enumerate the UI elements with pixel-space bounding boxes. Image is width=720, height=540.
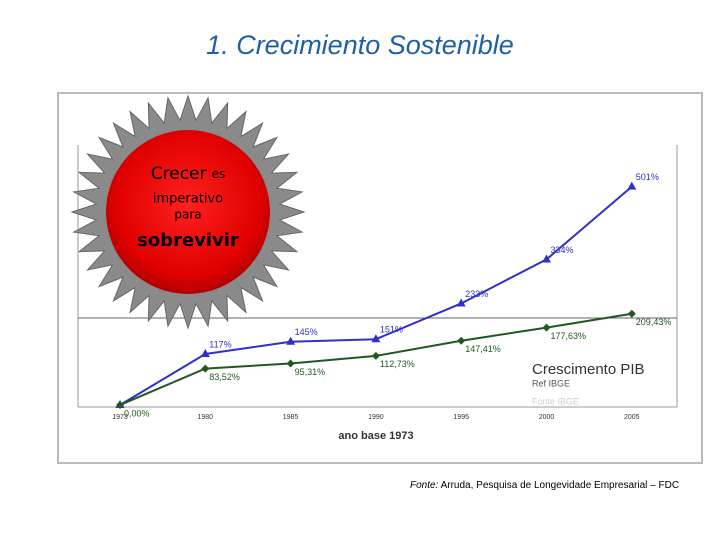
x-tick-label: 1990 — [368, 414, 384, 421]
data-label: 177,63% — [551, 331, 587, 341]
point — [456, 298, 466, 307]
point — [542, 323, 551, 332]
callout-line: imperativo — [153, 192, 223, 207]
footer-text: Arruda, Pesquisa de Longevidade Empresar… — [440, 480, 680, 491]
callout-line: sobrevivir — [137, 230, 239, 251]
data-label: 83,52% — [209, 372, 240, 382]
x-tick-label: 1995 — [453, 414, 469, 421]
annotation: Ref IBGE — [532, 378, 570, 388]
point — [457, 336, 466, 345]
point — [627, 181, 637, 190]
point — [116, 401, 124, 409]
point — [371, 334, 381, 343]
callout-word: es — [212, 167, 226, 181]
footer: Fonte: Arruda, Pesquisa de Longevidade E… — [410, 480, 679, 491]
x-axis-title: ano base 1973 — [338, 430, 413, 442]
slide-title: 1. Crecimiento Sostenible — [206, 30, 514, 60]
data-label: 209,43% — [636, 317, 672, 327]
x-tick-label: 1980 — [198, 414, 214, 421]
callout-word: Crecer — [151, 164, 207, 184]
data-label: 112,73% — [380, 359, 415, 369]
data-label: 145% — [295, 327, 318, 337]
callout-circle — [106, 130, 270, 294]
data-label: 0,00% — [124, 408, 150, 418]
x-tick-label: 1985 — [283, 414, 299, 421]
point — [286, 336, 296, 345]
point — [201, 364, 210, 373]
annotation: Fonte IBGE — [532, 396, 579, 406]
callout: Crecer es imperativo para sobrevivir — [70, 94, 306, 330]
callout-line: para — [174, 208, 201, 222]
data-label: 501% — [636, 172, 659, 182]
footer-prefix: Fonte: — [410, 480, 439, 491]
point — [627, 309, 636, 318]
x-tick-label: 1973 — [112, 414, 128, 421]
data-label: 334% — [551, 245, 574, 255]
data-label: 233% — [465, 289, 488, 299]
data-label: 117% — [209, 339, 231, 349]
data-label: 95,31% — [295, 367, 326, 377]
point — [371, 351, 380, 360]
x-tick-label: 2000 — [539, 414, 555, 421]
point — [200, 349, 210, 358]
annotation: Crescimento PIB — [532, 361, 645, 378]
data-label: 151% — [380, 325, 403, 335]
x-tick-label: 2005 — [624, 414, 640, 421]
point — [542, 254, 551, 263]
callout-line: Crecer es — [151, 164, 225, 185]
data-label: 147,41% — [465, 344, 501, 354]
point — [286, 359, 295, 368]
